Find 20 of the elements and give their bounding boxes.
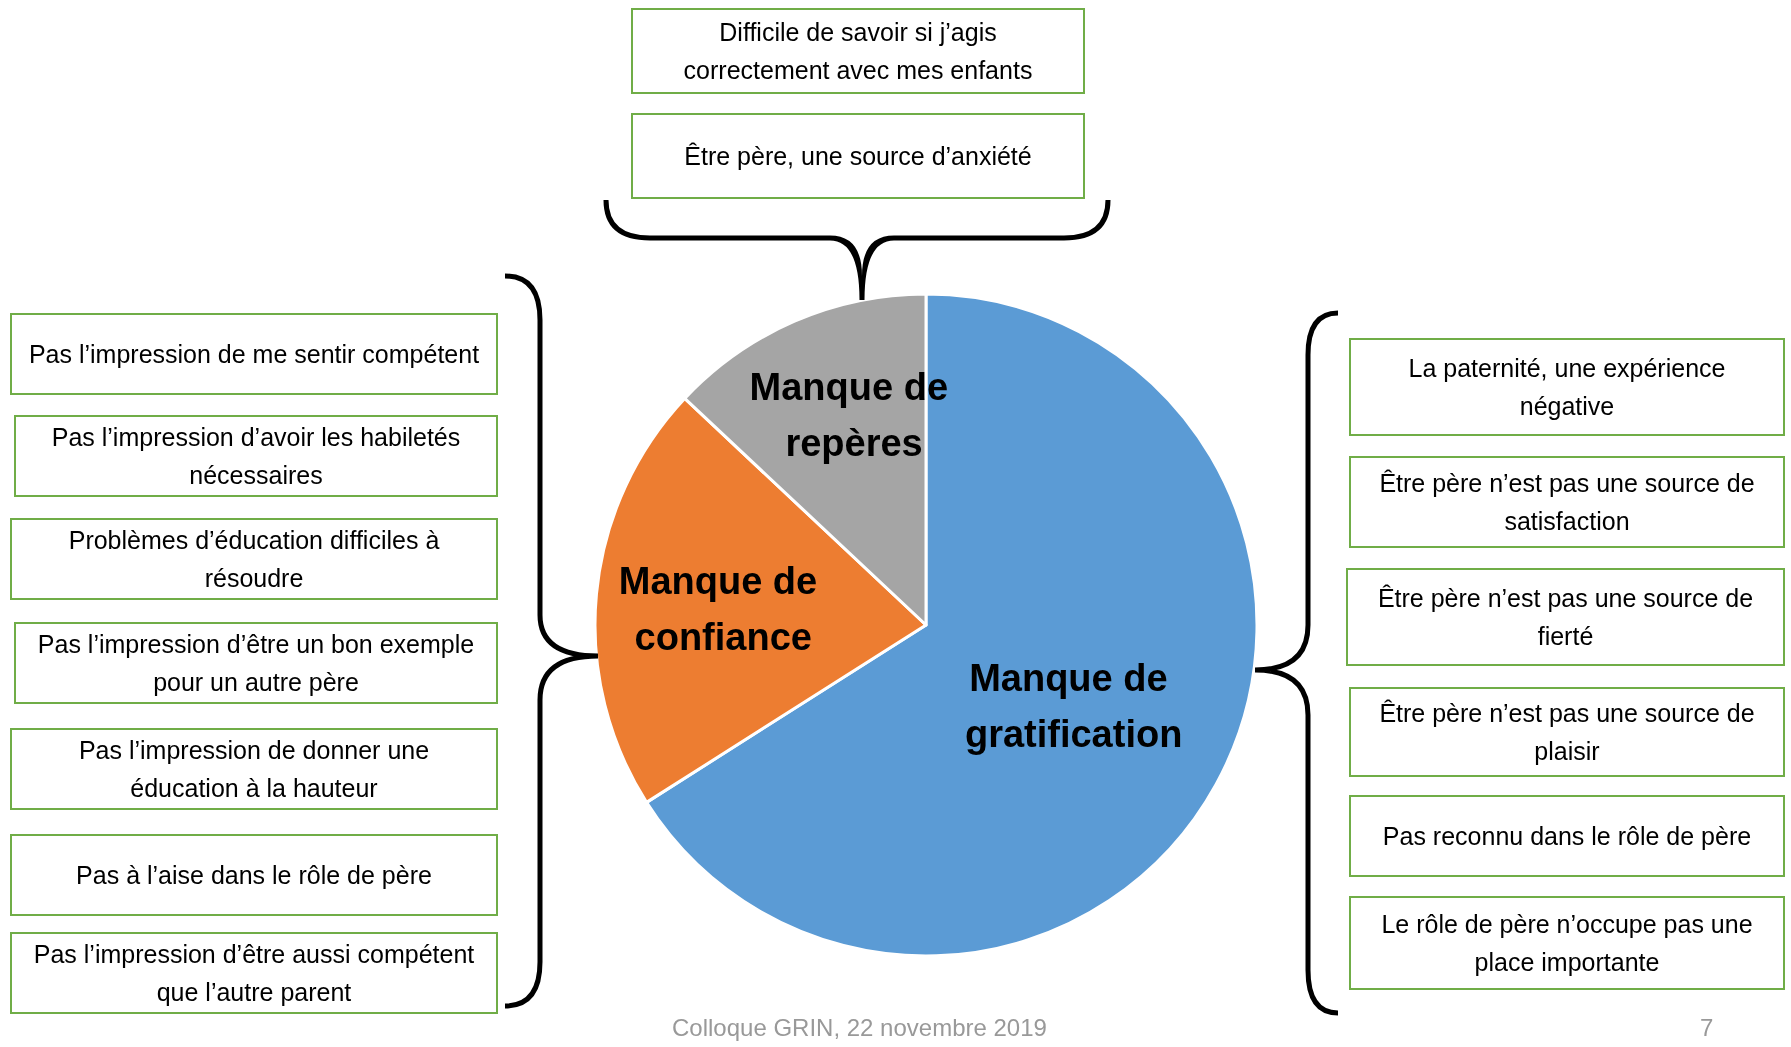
text: Pas l’impression d’avoir les habiletés nécessaires xyxy=(14,415,498,497)
text: Pas l’impression d’être un bon exemple pour un autre père xyxy=(14,622,498,704)
text: Pas l’impression d’être aussi compétent que l’autre parent xyxy=(10,932,498,1014)
text: Être père n’est pas une source de plaisir xyxy=(1349,687,1785,777)
text: Le rôle de père n’occupe pas une place importante xyxy=(1349,896,1785,990)
slice-label: Manque de repères xyxy=(749,366,959,465)
text: Colloque GRIN, 22 novembre 2019 xyxy=(672,1014,1047,1042)
text: La paternité, une expérience négative xyxy=(1349,338,1785,436)
text: Pas l’impression de me sentir compétent xyxy=(10,313,498,395)
text: 7 xyxy=(1700,1014,1714,1042)
text: Être père n’est pas une source de fierté xyxy=(1346,568,1785,666)
slice-label: Manque de confiance xyxy=(618,560,828,659)
text: Pas l’impression de donner une éducation à la hauteur xyxy=(10,728,498,810)
text: Pas reconnu dans le rôle de père xyxy=(1349,795,1785,877)
text: Être père, une source d’anxiété xyxy=(631,113,1085,199)
text: Être père n’est pas une source de satisfaction xyxy=(1349,456,1785,548)
text: Difficile de savoir si j’agis correctement avec mes enfants xyxy=(631,8,1085,94)
text: Problèmes d’éducation difficiles à résoudre xyxy=(10,518,498,600)
text: Pas à l’aise dans le rôle de père xyxy=(10,834,498,916)
slice-label: Manque de gratification xyxy=(964,657,1183,756)
